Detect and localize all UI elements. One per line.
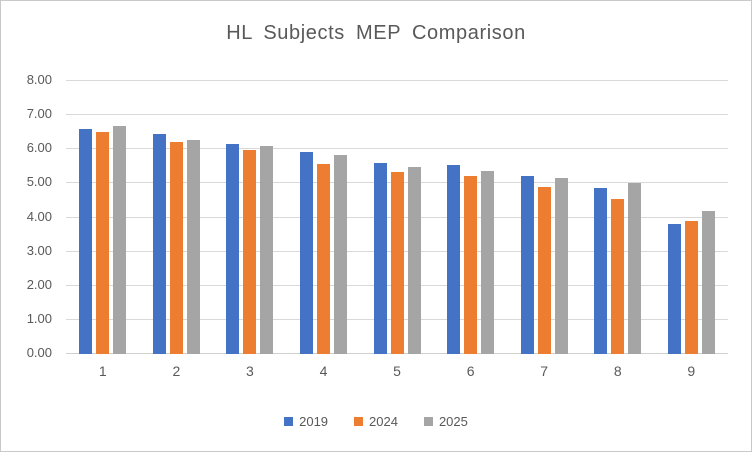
bar-group-4 — [287, 81, 361, 354]
bar-2025-cat-1 — [113, 126, 127, 354]
bar-2024-cat-2 — [169, 142, 183, 354]
x-axis-label-7: 7 — [540, 363, 549, 379]
y-axis-tick-label: 6.00 — [26, 140, 52, 156]
bar-2025-cat-6 — [481, 171, 495, 354]
bar-2019-cat-7 — [520, 176, 534, 354]
legend-swatch-2025 — [423, 417, 433, 426]
y-axis-tick-label: 0.00 — [26, 345, 52, 360]
y-axis-tick-label: 1.00 — [26, 310, 52, 326]
x-axis-label-3: 3 — [246, 363, 254, 379]
bar-group-5 — [360, 81, 434, 354]
bar-2024-cat-4 — [316, 164, 330, 354]
bar-2025-cat-5 — [407, 167, 421, 354]
bar-2025-cat-8 — [628, 183, 642, 354]
legend-swatch-2024 — [354, 417, 364, 426]
x-axis-label-8: 8 — [613, 363, 622, 379]
x-axis-label-2: 2 — [172, 363, 181, 379]
bar-2024-cat-6 — [464, 176, 478, 354]
y-axis-tick-label: 7.00 — [26, 106, 52, 122]
legend-item-2025: 2025 — [423, 414, 468, 429]
x-axis-label-4: 4 — [319, 363, 328, 379]
bar-group-8 — [581, 81, 655, 354]
y-axis-tick-label: 3.00 — [26, 242, 52, 258]
y-axis-tick-label: 2.00 — [26, 276, 52, 292]
bar-series-area — [66, 81, 728, 354]
bar-2024-cat-1 — [96, 132, 110, 354]
legend-label-2025: 2025 — [438, 414, 468, 429]
bar-2019-cat-6 — [447, 165, 461, 354]
bar-2025-cat-4 — [333, 155, 347, 354]
bar-2024-cat-3 — [243, 150, 257, 354]
x-axis-label-9: 9 — [687, 363, 696, 379]
bar-2024-cat-9 — [684, 221, 698, 354]
bar-group-2 — [140, 81, 214, 354]
x-axis-label-1: 1 — [98, 363, 107, 379]
gridline-7.00 — [66, 114, 728, 116]
y-axis-tick-label: 4.00 — [26, 208, 52, 224]
bar-2024-cat-7 — [537, 187, 551, 354]
bar-group-9 — [655, 81, 729, 354]
bar-2019-cat-4 — [299, 152, 313, 354]
bar-2024-cat-5 — [390, 172, 404, 354]
bar-2019-cat-3 — [226, 144, 240, 354]
legend-label-2019: 2019 — [299, 414, 329, 429]
bar-group-1 — [66, 81, 140, 354]
bar-2025-cat-2 — [186, 140, 200, 354]
y-axis-tick-label: 8.00 — [26, 72, 52, 87]
bar-2019-cat-9 — [667, 224, 681, 354]
legend-swatch-2019 — [284, 417, 294, 426]
bar-2024-cat-8 — [611, 199, 625, 354]
legend-item-2019: 2019 — [284, 414, 328, 429]
bar-group-7 — [507, 81, 581, 354]
bar-2025-cat-7 — [554, 178, 568, 354]
gridline-6.00 — [66, 148, 728, 150]
legend-item-2024: 2024 — [354, 414, 398, 429]
bar-2019-cat-2 — [152, 134, 166, 354]
x-axis-label-5: 5 — [393, 363, 401, 379]
bar-2019-cat-8 — [594, 188, 608, 354]
bar-2025-cat-3 — [260, 146, 274, 354]
legend-label-2024: 2024 — [369, 414, 398, 429]
gridline-8.00 — [66, 80, 728, 81]
chart-title: HL Subjects MEP Comparison — [226, 22, 526, 44]
y-axis-tick-label: 5.00 — [26, 174, 52, 190]
plot-area: 0.00 1.00 2.00 3.00 4.00 5.00 6.00 7.00 8.00 1 2 3… — [27, 72, 728, 379]
x-axis: 1 2 3 4 5 6 7 8 9 — [66, 363, 728, 379]
bar-2025-cat-9 — [701, 211, 715, 354]
x-axis-label-6: 6 — [466, 363, 475, 379]
bar-2019-cat-1 — [79, 129, 93, 354]
bar-2019-cat-5 — [373, 163, 387, 354]
bar-group-3 — [213, 81, 287, 354]
bar-group-6 — [434, 81, 508, 354]
legend: 2019 2024 2025 — [1, 414, 751, 429]
